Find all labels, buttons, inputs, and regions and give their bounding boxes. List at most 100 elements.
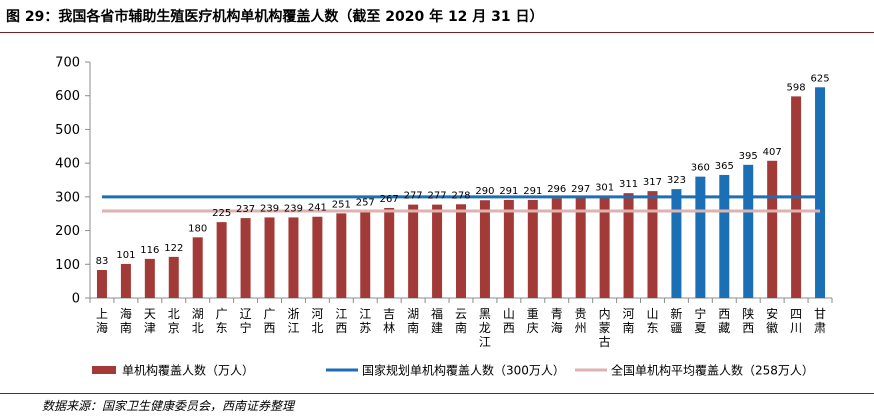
bar bbox=[575, 197, 586, 298]
x-tick-label: 上海 bbox=[96, 307, 108, 335]
data-label: 291 bbox=[523, 186, 542, 197]
bar bbox=[503, 199, 514, 298]
bar bbox=[240, 218, 251, 298]
data-label: 291 bbox=[499, 186, 518, 197]
source-note: 数据来源：国家卫生健康委员会，西南证券整理 bbox=[42, 399, 295, 413]
x-tick-label: 海南 bbox=[120, 306, 132, 335]
bar bbox=[384, 207, 395, 298]
bar bbox=[527, 199, 538, 298]
x-tick-label: 安徽 bbox=[766, 306, 778, 335]
data-label: 625 bbox=[810, 73, 829, 84]
x-tick-label: 云南 bbox=[455, 307, 467, 335]
x-tick-label: 山西 bbox=[503, 307, 515, 335]
legend-item-national-target-label: 国家规划单机构覆盖人数（300万人） bbox=[362, 363, 565, 378]
data-label: 267 bbox=[380, 194, 399, 205]
x-tick-label: 天津 bbox=[144, 307, 156, 335]
x-tick-label: 西藏 bbox=[718, 307, 730, 335]
bar bbox=[312, 216, 323, 298]
data-label: 241 bbox=[308, 203, 327, 214]
bar bbox=[599, 196, 610, 298]
x-tick-label: 河北 bbox=[311, 307, 323, 335]
x-tick-label: 浙江 bbox=[287, 307, 299, 335]
data-label: 277 bbox=[404, 191, 423, 202]
bar bbox=[192, 237, 203, 298]
data-label: 311 bbox=[619, 179, 638, 190]
y-tick-label: 400 bbox=[55, 157, 80, 172]
x-tick-label: 湖北 bbox=[192, 306, 204, 335]
x-tick-label: 重庆 bbox=[527, 307, 539, 335]
bar bbox=[647, 191, 658, 298]
data-label: 239 bbox=[284, 203, 303, 214]
source-rule bbox=[0, 393, 874, 394]
data-label: 301 bbox=[595, 183, 614, 194]
bar-chart: 0 100 200 300 400 500 600 700 83 101 116 122 180 225 2… bbox=[55, 56, 833, 378]
x-tick-label: 北京 bbox=[168, 307, 180, 335]
data-label: 395 bbox=[739, 151, 758, 162]
bar bbox=[623, 193, 634, 298]
x-tick-label: 江西 bbox=[335, 307, 347, 335]
data-label: 101 bbox=[116, 250, 135, 261]
bar bbox=[432, 204, 443, 298]
x-tick-label: 陕西 bbox=[742, 306, 754, 335]
bar bbox=[216, 222, 227, 298]
data-label: 365 bbox=[715, 161, 734, 172]
data-label: 180 bbox=[188, 223, 207, 234]
bar bbox=[767, 160, 778, 298]
data-label: 296 bbox=[547, 184, 566, 195]
bar bbox=[551, 198, 562, 298]
data-label: 290 bbox=[475, 186, 494, 197]
bar bbox=[96, 270, 107, 298]
data-label: 278 bbox=[451, 190, 470, 201]
data-label: 277 bbox=[428, 191, 447, 202]
legend-item-national-average-label: 全国单机构平均覆盖人数（258万人） bbox=[611, 363, 814, 378]
data-label: 116 bbox=[140, 245, 159, 256]
bar bbox=[743, 164, 754, 298]
bar bbox=[456, 204, 466, 298]
bar bbox=[120, 263, 131, 298]
x-tick-label: 广西 bbox=[264, 307, 276, 335]
bar bbox=[695, 176, 706, 298]
data-label: 598 bbox=[787, 82, 806, 93]
legend-item-bars-swatch bbox=[92, 366, 116, 374]
bar bbox=[288, 217, 299, 298]
x-tick-label: 辽宁 bbox=[240, 307, 252, 335]
legend-item-bars-label: 单机构覆盖人数（万人） bbox=[122, 363, 254, 378]
y-tick-label: 0 bbox=[72, 292, 80, 307]
data-label: 407 bbox=[763, 147, 782, 158]
bar bbox=[264, 217, 275, 298]
data-label: 257 bbox=[356, 197, 375, 208]
data-label: 297 bbox=[571, 184, 590, 195]
data-label: 323 bbox=[667, 175, 686, 186]
x-tick-label: 黑龙江 bbox=[479, 307, 491, 349]
bar bbox=[144, 258, 155, 298]
x-tick-label: 青海 bbox=[551, 307, 563, 335]
x-tick-label: 湖南 bbox=[407, 306, 419, 335]
data-label: 122 bbox=[164, 243, 183, 254]
x-tick-label: 宁夏 bbox=[694, 306, 706, 335]
data-label: 239 bbox=[260, 203, 279, 214]
data-label: 83 bbox=[96, 256, 109, 267]
x-tick-label: 江苏 bbox=[359, 307, 371, 335]
x-tick-label: 内蒙古 bbox=[599, 307, 611, 349]
bar bbox=[815, 87, 826, 299]
data-label: 237 bbox=[236, 204, 255, 215]
y-tick-label: 300 bbox=[55, 190, 80, 205]
y-tick-label: 200 bbox=[55, 224, 80, 239]
y-tick-label: 700 bbox=[55, 56, 80, 71]
y-tick-label: 600 bbox=[55, 89, 80, 104]
x-tick-label: 广东 bbox=[216, 307, 228, 335]
title-rule bbox=[0, 32, 874, 33]
x-tick-label: 山东 bbox=[646, 307, 658, 335]
bar bbox=[168, 256, 179, 298]
y-tick-label: 500 bbox=[55, 123, 80, 138]
bar bbox=[336, 213, 347, 298]
bar bbox=[719, 174, 730, 298]
bar bbox=[479, 200, 490, 298]
bar bbox=[360, 211, 371, 298]
x-tick-label: 新疆 bbox=[670, 306, 682, 335]
y-tick-label: 100 bbox=[55, 258, 80, 273]
x-tick-label: 河南 bbox=[623, 307, 635, 335]
x-tick-label: 甘肃 bbox=[814, 307, 826, 335]
data-label: 360 bbox=[691, 163, 710, 174]
x-tick-label: 四川 bbox=[790, 307, 802, 335]
